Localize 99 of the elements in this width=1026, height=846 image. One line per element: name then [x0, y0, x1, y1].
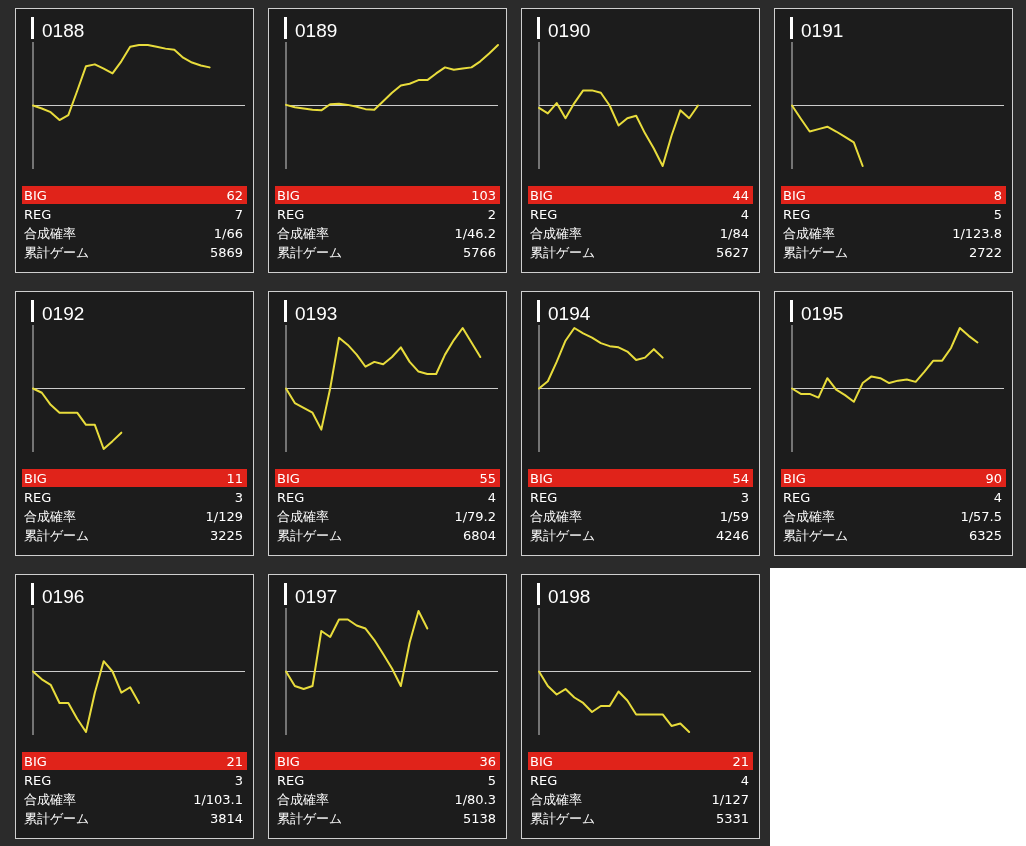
text: 4 — [740, 207, 749, 222]
text: 11 — [226, 471, 243, 486]
text: 21 — [732, 754, 749, 769]
text: BIG — [277, 188, 300, 203]
text: 合成確率 — [530, 226, 582, 241]
text: REG — [24, 773, 52, 788]
text: 累計ゲーム — [783, 245, 848, 260]
text: BIG — [530, 188, 553, 203]
text: 7 — [234, 207, 243, 222]
chart-title: 0190 — [548, 20, 591, 41]
text: 累計ゲーム — [277, 811, 342, 826]
text: 1/46.2 — [454, 226, 496, 241]
chart-title: 0188 — [42, 20, 85, 41]
text: 1/59 — [719, 509, 749, 524]
chart-title: 0197 — [295, 586, 338, 607]
text: 合成確率 — [24, 226, 76, 241]
text: REG — [277, 490, 305, 505]
text: 8 — [993, 188, 1002, 203]
text: 合成確率 — [783, 509, 835, 524]
text: 合成確率 — [277, 226, 329, 241]
text: 1/84 — [719, 226, 749, 241]
text: 90 — [985, 471, 1002, 486]
text: REG — [783, 207, 811, 222]
chart-title: 0193 — [295, 303, 338, 324]
text: 合成確率 — [24, 792, 76, 807]
chart-title: 0191 — [801, 20, 844, 41]
text: REG — [24, 207, 52, 222]
text: 3225 — [209, 528, 243, 543]
text: 36 — [479, 754, 496, 769]
text: 3 — [234, 773, 243, 788]
text: 44 — [732, 188, 749, 203]
text: REG — [24, 490, 52, 505]
text: 54 — [732, 471, 749, 486]
text: BIG — [24, 188, 47, 203]
text: 1/80.3 — [454, 792, 496, 807]
text: 1/123.8 — [952, 226, 1002, 241]
text: REG — [783, 490, 811, 505]
text: 55 — [479, 471, 496, 486]
text: BIG — [277, 754, 300, 769]
text: 62 — [226, 188, 243, 203]
text: REG — [530, 773, 558, 788]
text: BIG — [277, 471, 300, 486]
text: 累計ゲーム — [530, 811, 595, 826]
chart-title: 0195 — [801, 303, 844, 324]
text: 合成確率 — [277, 792, 329, 807]
text: 103 — [471, 188, 496, 203]
text: 合成確率 — [530, 792, 582, 807]
text: 5 — [487, 773, 496, 788]
text: REG — [277, 773, 305, 788]
text: 累計ゲーム — [530, 528, 595, 543]
text: 累計ゲーム — [530, 245, 595, 260]
text: 合成確率 — [783, 226, 835, 241]
text: 1/103.1 — [193, 792, 243, 807]
text: REG — [530, 207, 558, 222]
text: 5138 — [462, 811, 496, 826]
text: 21 — [226, 754, 243, 769]
text: 1/127 — [711, 792, 749, 807]
chart-title: 0198 — [548, 586, 591, 607]
chart-title: 0194 — [548, 303, 591, 324]
text: 4246 — [715, 528, 749, 543]
text: 1/129 — [205, 509, 243, 524]
text: 4 — [487, 490, 496, 505]
chart-title: 0189 — [295, 20, 338, 41]
text: 累計ゲーム — [277, 245, 342, 260]
text: REG — [530, 490, 558, 505]
text: 5627 — [715, 245, 749, 260]
text: 3 — [740, 490, 749, 505]
text: 3 — [234, 490, 243, 505]
text: 5 — [993, 207, 1002, 222]
chart-title: 0196 — [42, 586, 85, 607]
text: 6804 — [462, 528, 496, 543]
text: 累計ゲーム — [24, 811, 89, 826]
text: BIG — [783, 188, 806, 203]
text: 5869 — [209, 245, 243, 260]
text: 2722 — [968, 245, 1002, 260]
text: 2 — [487, 207, 496, 222]
text: 累計ゲーム — [24, 245, 89, 260]
text: BIG — [530, 754, 553, 769]
text: BIG — [783, 471, 806, 486]
text: 1/66 — [213, 226, 243, 241]
text: BIG — [24, 471, 47, 486]
text: 5766 — [462, 245, 496, 260]
text: 累計ゲーム — [783, 528, 848, 543]
text: BIG — [530, 471, 553, 486]
text: 合成確率 — [530, 509, 582, 524]
text: REG — [277, 207, 305, 222]
chart-title: 0192 — [42, 303, 85, 324]
text: 4 — [740, 773, 749, 788]
text: 累計ゲーム — [277, 528, 342, 543]
text: 1/79.2 — [454, 509, 496, 524]
text: 累計ゲーム — [24, 528, 89, 543]
text: 5331 — [715, 811, 749, 826]
text: 6325 — [968, 528, 1002, 543]
text: 3814 — [209, 811, 243, 826]
text: BIG — [24, 754, 47, 769]
text: 合成確率 — [277, 509, 329, 524]
text: 1/57.5 — [960, 509, 1002, 524]
text: 4 — [993, 490, 1002, 505]
text: 合成確率 — [24, 509, 76, 524]
